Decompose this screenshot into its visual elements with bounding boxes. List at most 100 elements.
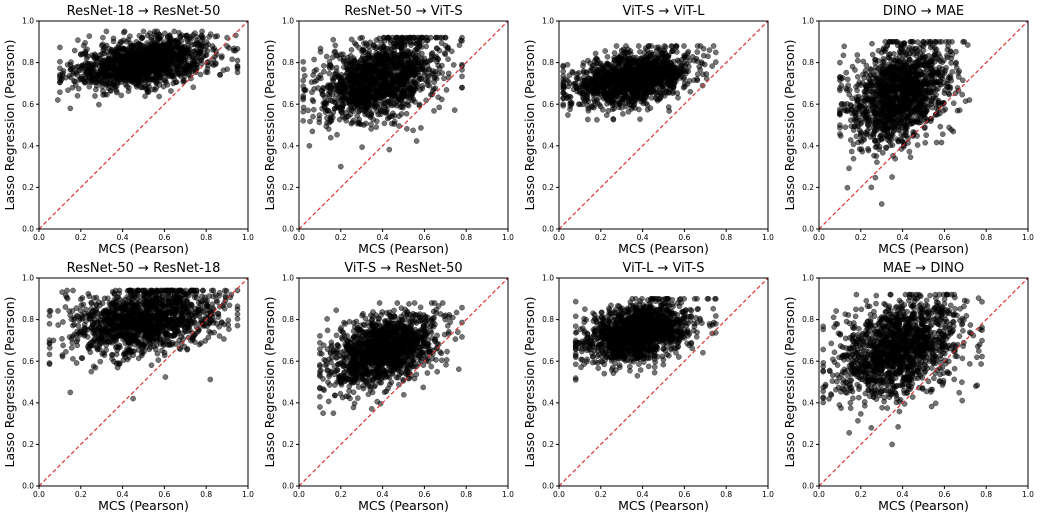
scatter-point: [614, 90, 620, 96]
scatter-point: [431, 108, 437, 114]
scatter-point: [310, 98, 317, 105]
scatter-point: [597, 103, 604, 110]
scatter-point: [67, 105, 74, 112]
scatter-point: [86, 83, 93, 90]
scatter-point: [577, 101, 583, 107]
scatter-point: [359, 68, 365, 74]
scatter-point: [182, 47, 189, 53]
scatter-point: [405, 48, 411, 54]
scatter-point: [922, 139, 929, 146]
scatter-point: [665, 104, 672, 110]
scatter-point: [156, 93, 162, 100]
scatter-point: [645, 73, 652, 79]
scatter-point: [560, 68, 567, 75]
scatter-point: [668, 43, 675, 49]
scatter-point: [666, 78, 672, 85]
scatter-point: [164, 33, 171, 40]
scatter-point: [403, 110, 410, 117]
scatter-point: [326, 119, 333, 126]
scatter-point: [850, 141, 857, 148]
scatter-point: [604, 54, 611, 60]
scatter-point: [685, 48, 692, 55]
scatter-point: [105, 57, 111, 64]
scatter-point: [646, 43, 652, 49]
scatter-point: [625, 109, 632, 115]
scatter-point: [167, 67, 174, 73]
scatter-point: [410, 77, 417, 83]
scatter-point: [697, 43, 704, 49]
scatter-point: [203, 52, 210, 58]
scatter-point: [445, 56, 451, 63]
scatter-point: [160, 83, 167, 90]
scatter-point: [436, 47, 443, 54]
scatter-point: [217, 71, 223, 78]
scatter-point: [189, 53, 196, 60]
scatter-point: [160, 66, 166, 73]
scatter-point: [181, 58, 187, 65]
scatter-point: [960, 77, 966, 84]
scatter-point: [376, 63, 383, 69]
scatter-point: [419, 60, 426, 67]
scatter-point: [398, 111, 405, 117]
scatter-point: [98, 68, 105, 74]
subplot-4: 0.0 0.2 0.4 0.6 0.8 1.00.00.20.40.60.81.0DINO…: [782, 4, 1034, 256]
scatter-point: [301, 73, 308, 79]
scatter-point: [657, 85, 663, 91]
scatter-point: [620, 95, 626, 102]
scatter-point: [381, 38, 388, 45]
scatter-point: [367, 39, 374, 46]
scatter-point: [608, 74, 614, 80]
scatter-point: [629, 80, 636, 87]
scatter-point: [429, 50, 436, 56]
scatter-point: [347, 53, 354, 59]
scatter-point: [161, 77, 168, 84]
scatter-point: [166, 73, 173, 80]
scatter-point: [607, 88, 614, 94]
scatter-point: [357, 121, 364, 128]
scatter-point: [142, 93, 148, 99]
scatter-point: [366, 54, 372, 60]
scatter-point: [631, 98, 637, 105]
scatter-point: [203, 43, 209, 49]
scatter-point: [399, 73, 405, 79]
scatter-point: [860, 58, 867, 65]
scatter-point: [224, 34, 230, 41]
scatter-point: [57, 89, 63, 95]
scatter-point: [329, 64, 335, 71]
subplot-title: ResNet-50 → ViT-S: [344, 4, 462, 19]
scatter-point: [618, 47, 625, 54]
scatter-point: [156, 35, 163, 42]
scatter-point: [320, 63, 327, 69]
scatter-point: [655, 79, 662, 86]
scatter-point: [160, 48, 167, 55]
scatter-point: [395, 79, 402, 86]
scatter-point: [110, 35, 117, 42]
scatter-point: [198, 61, 205, 67]
scatter-point: [326, 70, 333, 77]
scatter-point: [190, 84, 197, 90]
scatter-point: [381, 120, 388, 127]
scatter-point: [625, 46, 631, 52]
scatter-point: [402, 77, 408, 83]
scatter-point: [438, 40, 445, 46]
scatter-point: [639, 70, 646, 76]
scatter-point: [696, 63, 703, 70]
x-tick-label: 1.0: [762, 233, 774, 242]
scatter-point: [176, 29, 182, 36]
scatter-point: [387, 39, 394, 46]
x-tick-label: 0.6: [418, 233, 430, 242]
scatter-point: [458, 37, 464, 44]
scatter-point: [391, 54, 398, 60]
scatter-point: [348, 78, 354, 84]
scatter-point: [585, 57, 591, 64]
scatter-point: [348, 71, 354, 78]
scatter-point: [424, 37, 431, 44]
scatter-point: [82, 48, 89, 55]
x-tick-label: 0.0: [293, 233, 305, 242]
plot-area: [837, 39, 973, 207]
y-tick-label: 0.6: [282, 100, 294, 109]
scatter-point: [300, 59, 307, 65]
scatter-point: [119, 61, 126, 68]
scatter-point: [365, 65, 372, 72]
